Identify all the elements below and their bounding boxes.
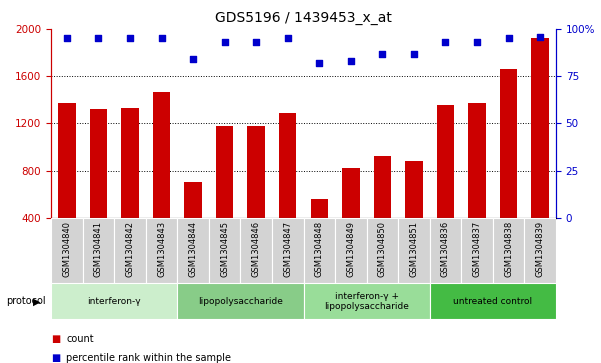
Point	[409, 51, 419, 57]
Bar	[437, 105, 454, 218]
Point	[504, 36, 513, 41]
Text: GSM1304839: GSM1304839	[535, 221, 545, 277]
Text: protocol: protocol	[6, 296, 46, 306]
Bar	[398, 218, 430, 283]
Point	[314, 60, 324, 66]
Text: untreated control: untreated control	[453, 297, 532, 306]
Point	[157, 36, 166, 41]
Text: GSM1304838: GSM1304838	[504, 221, 513, 277]
Point	[251, 39, 261, 45]
Bar	[216, 126, 233, 218]
Text: GSM1304850: GSM1304850	[378, 221, 387, 277]
Bar	[304, 218, 335, 283]
Text: GDS5196 / 1439453_x_at: GDS5196 / 1439453_x_at	[215, 11, 392, 25]
Text: GSM1304851: GSM1304851	[409, 221, 418, 277]
Text: ■: ■	[51, 334, 60, 344]
Bar	[493, 218, 525, 283]
Bar	[525, 218, 556, 283]
Point	[94, 36, 103, 41]
Text: GSM1304843: GSM1304843	[157, 221, 166, 277]
Bar	[177, 283, 304, 319]
Point	[283, 36, 293, 41]
Bar	[405, 161, 423, 218]
Text: GSM1304846: GSM1304846	[252, 221, 261, 277]
Bar	[240, 218, 272, 283]
Text: GSM1304849: GSM1304849	[346, 221, 355, 277]
Text: GSM1304845: GSM1304845	[220, 221, 229, 277]
Text: GSM1304841: GSM1304841	[94, 221, 103, 277]
Bar	[185, 182, 202, 218]
Text: percentile rank within the sample: percentile rank within the sample	[66, 352, 231, 363]
Point	[472, 39, 482, 45]
Bar	[430, 283, 556, 319]
Point	[535, 34, 545, 40]
Bar	[121, 108, 139, 218]
Bar	[500, 69, 517, 218]
Bar	[153, 91, 170, 218]
Text: ▶: ▶	[33, 296, 40, 306]
Bar	[90, 109, 107, 218]
Point	[188, 56, 198, 62]
Bar	[335, 218, 367, 283]
Bar	[304, 283, 430, 319]
Text: interferon-γ: interferon-γ	[87, 297, 141, 306]
Bar	[311, 199, 328, 218]
Bar	[248, 126, 265, 218]
Bar	[114, 218, 146, 283]
Bar	[272, 218, 304, 283]
Bar	[209, 218, 240, 283]
Text: GSM1304837: GSM1304837	[472, 221, 481, 277]
Point	[377, 51, 387, 57]
Text: interferon-γ +
lipopolysaccharide: interferon-γ + lipopolysaccharide	[324, 291, 409, 311]
Text: GSM1304848: GSM1304848	[315, 221, 324, 277]
Bar	[51, 283, 177, 319]
Bar	[177, 218, 209, 283]
Point	[62, 36, 72, 41]
Bar	[430, 218, 462, 283]
Bar	[531, 38, 549, 218]
Bar	[342, 168, 359, 218]
Text: GSM1304847: GSM1304847	[283, 221, 292, 277]
Text: lipopolysaccharide: lipopolysaccharide	[198, 297, 283, 306]
Text: GSM1304836: GSM1304836	[441, 221, 450, 277]
Point	[125, 36, 135, 41]
Text: GSM1304842: GSM1304842	[126, 221, 135, 277]
Text: GSM1304840: GSM1304840	[63, 221, 72, 277]
Text: count: count	[66, 334, 94, 344]
Bar	[374, 156, 391, 218]
Bar	[146, 218, 177, 283]
Bar	[279, 113, 296, 218]
Text: ■: ■	[51, 352, 60, 363]
Bar	[58, 103, 76, 218]
Point	[441, 39, 450, 45]
Bar	[367, 218, 398, 283]
Text: GSM1304844: GSM1304844	[189, 221, 198, 277]
Point	[346, 58, 356, 64]
Bar	[83, 218, 114, 283]
Point	[220, 39, 230, 45]
Bar	[51, 218, 83, 283]
Bar	[462, 218, 493, 283]
Bar	[468, 103, 486, 218]
